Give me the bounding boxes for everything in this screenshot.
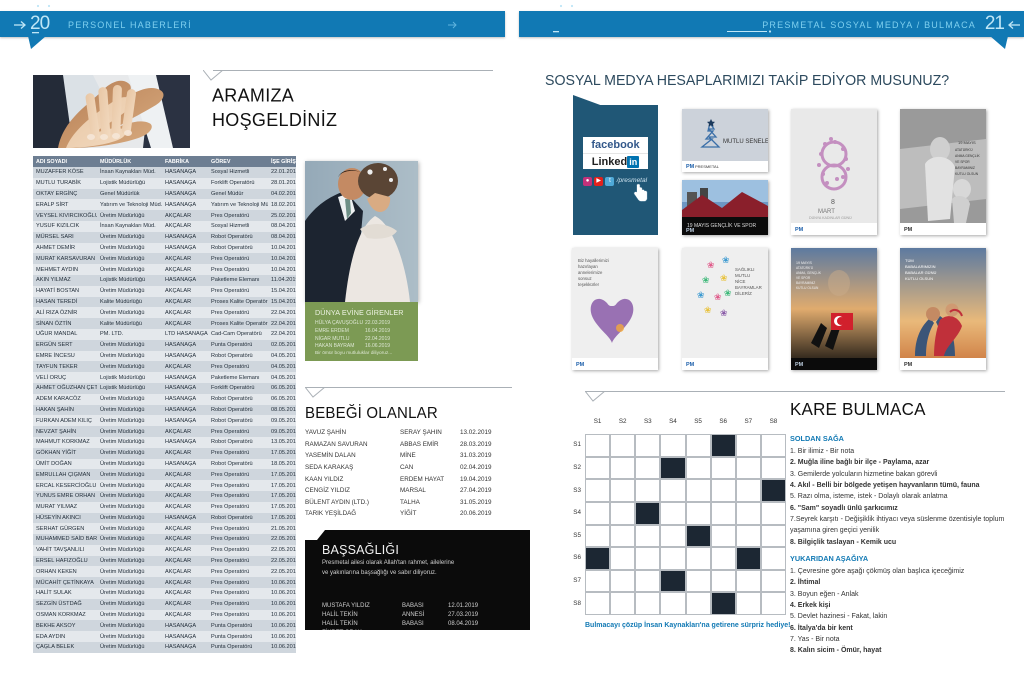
svg-text:BABALAR GÜNÜ: BABALAR GÜNÜ xyxy=(905,270,936,275)
svg-text:Biz hayallerimizi: Biz hayallerimizi xyxy=(578,258,609,263)
svg-text:BAYRAMINIZ: BAYRAMINIZ xyxy=(955,166,975,170)
svg-text:BAYRAMLAR: BAYRAMLAR xyxy=(735,285,762,290)
svg-text:ANMA GENÇLİK: ANMA GENÇLİK xyxy=(955,153,981,158)
svg-text:PRESMETAL: PRESMETAL xyxy=(695,164,720,169)
svg-text:8: 8 xyxy=(831,199,835,206)
svg-text:sonsuz: sonsuz xyxy=(578,276,592,281)
svg-text:❀: ❀ xyxy=(714,292,722,302)
svg-text:NİCE: NİCE xyxy=(735,279,746,284)
svg-text:❀: ❀ xyxy=(702,275,710,285)
svg-text:ANMA, GENÇLİK: ANMA, GENÇLİK xyxy=(796,270,822,275)
svg-text:KUTLU OLSUN: KUTLU OLSUN xyxy=(796,286,819,290)
svg-text:annelerimize: annelerimize xyxy=(578,270,603,275)
svg-text:DÜNYA KADINLAR GÜNÜ: DÜNYA KADINLAR GÜNÜ xyxy=(809,216,852,220)
svg-text:DİLERİZ: DİLERİZ xyxy=(735,291,752,296)
svg-text:MART: MART xyxy=(818,209,835,215)
svg-text:VE SPOR: VE SPOR xyxy=(955,160,970,164)
svg-text:PM: PM xyxy=(904,362,913,368)
svg-text:KUTLU OLSUN: KUTLU OLSUN xyxy=(955,172,979,176)
svg-text:ATATÜRK'Ü: ATATÜRK'Ü xyxy=(796,266,814,270)
svg-text:❀: ❀ xyxy=(722,255,730,265)
svg-text:❀: ❀ xyxy=(707,260,715,270)
svg-text:TÜM: TÜM xyxy=(905,258,914,263)
svg-text:PM: PM xyxy=(576,362,585,368)
svg-text:MUTLU SENELER: MUTLU SENELER xyxy=(723,139,768,145)
svg-text:VE SPOR: VE SPOR xyxy=(796,276,811,280)
svg-text:❀: ❀ xyxy=(724,288,732,298)
svg-text:ATATÜRK'Ü: ATATÜRK'Ü xyxy=(955,148,973,152)
svg-text:❀: ❀ xyxy=(720,273,728,283)
svg-text:❀: ❀ xyxy=(704,305,712,315)
svg-text:KUTLU OLSUN: KUTLU OLSUN xyxy=(905,276,933,281)
svg-text:BAYRAMINIZ: BAYRAMINIZ xyxy=(796,281,815,285)
svg-text:❀: ❀ xyxy=(720,308,728,318)
svg-text:PM: PM xyxy=(795,362,804,368)
svg-text:hazırlayan: hazırlayan xyxy=(578,264,598,269)
svg-text:PM: PM xyxy=(686,228,695,234)
svg-text:PM: PM xyxy=(795,227,804,233)
svg-text:PM: PM xyxy=(904,227,913,233)
svg-text:19 MAYIS: 19 MAYIS xyxy=(958,140,976,145)
svg-text:BABALARIMIZIN: BABALARIMIZIN xyxy=(905,264,936,269)
svg-text:MUTLU: MUTLU xyxy=(735,273,750,278)
svg-text:PM: PM xyxy=(686,164,695,170)
svg-text:SAĞLIKLI: SAĞLIKLI xyxy=(735,267,755,272)
svg-text:teşekkürler: teşekkürler xyxy=(578,282,600,287)
svg-text:❀: ❀ xyxy=(697,290,705,300)
svg-text:19 MAYIS: 19 MAYIS xyxy=(796,261,813,265)
svg-text:19 MAYIS GENÇLİK VE SPOR: 19 MAYIS GENÇLİK VE SPOR xyxy=(687,222,756,229)
svg-text:PM: PM xyxy=(686,362,695,368)
